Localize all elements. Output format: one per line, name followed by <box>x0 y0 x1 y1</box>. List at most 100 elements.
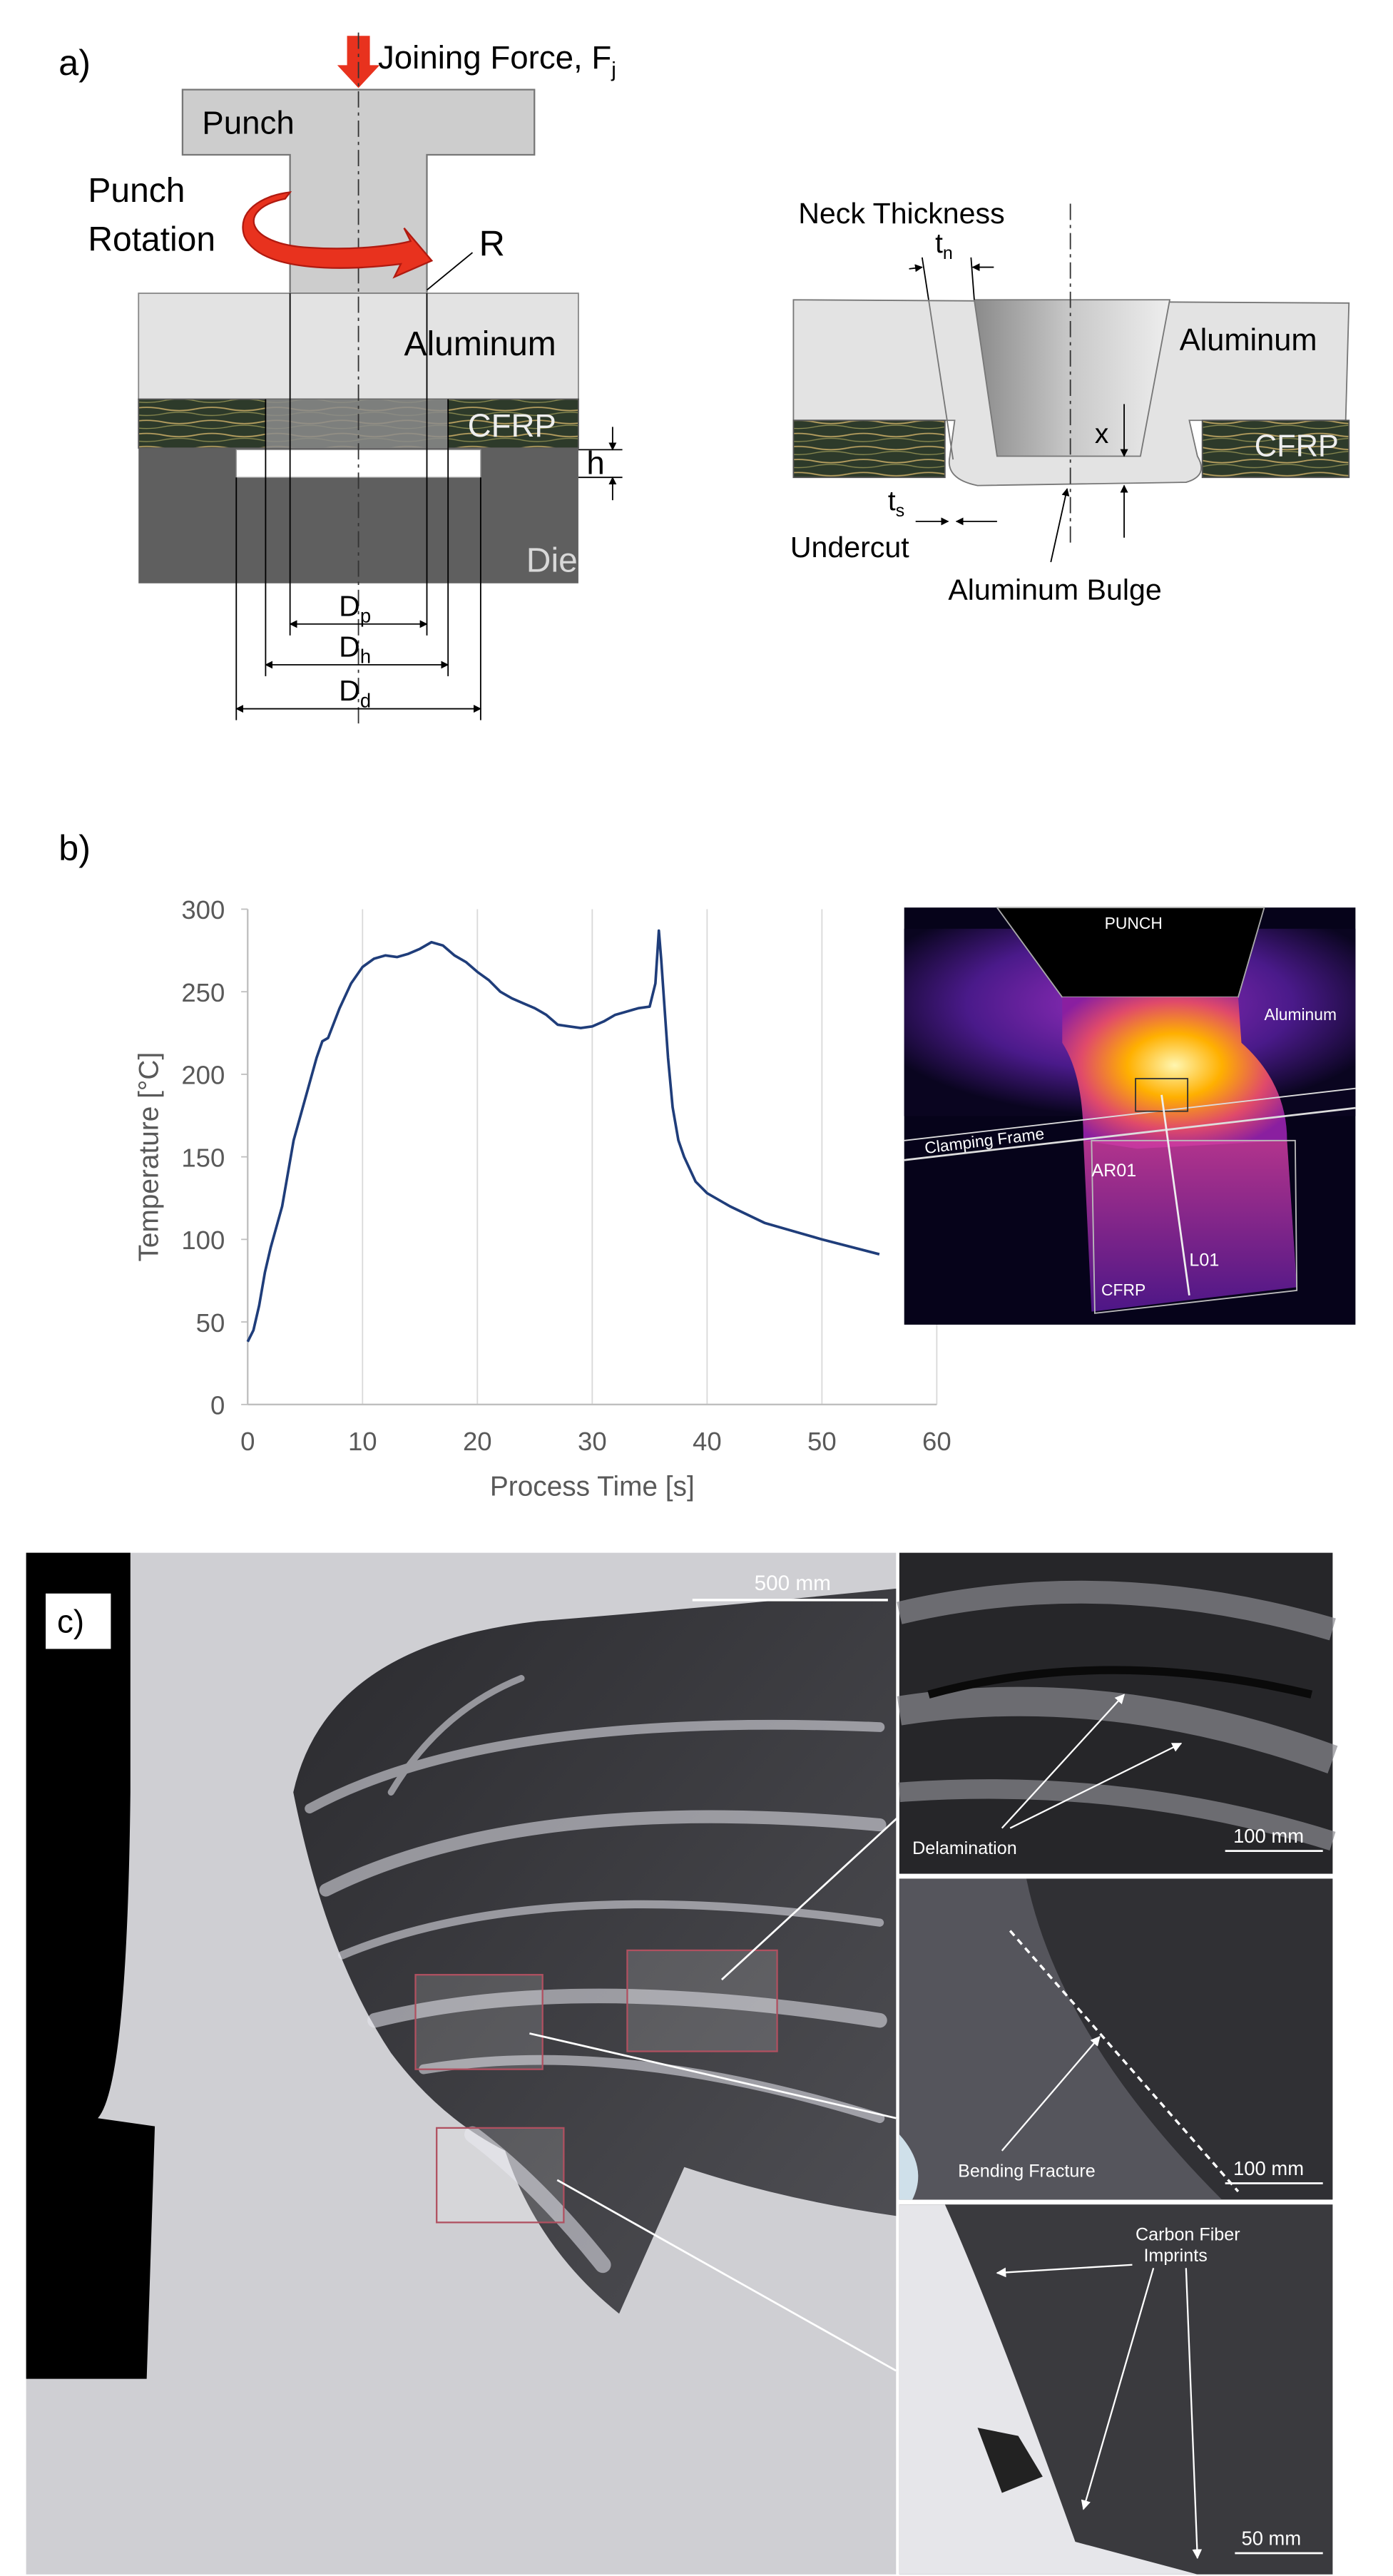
label: CFRP <box>1101 1281 1145 1299</box>
shape <box>928 300 954 460</box>
shape <box>1160 1094 1190 1295</box>
shape <box>977 2428 1043 2493</box>
label: Rotation <box>88 221 215 259</box>
shape <box>556 2179 897 2372</box>
shape <box>720 1788 929 1981</box>
panel-b: b) 0 10 20 30 40 50 60 0 50 100 150 200 250 300 Proces… <box>58 828 1356 1502</box>
x-axis-label: Process Time [s] <box>490 1472 695 1502</box>
label: Punch <box>88 172 185 210</box>
label: Aluminum <box>404 325 556 363</box>
x-tick-label: 50 <box>807 1427 837 1456</box>
shape: Joining Force, Fj <box>378 39 616 81</box>
shape <box>305 1719 885 1814</box>
shape <box>1091 1139 1298 1314</box>
shape: Dd <box>339 674 371 711</box>
shape <box>909 264 923 273</box>
label: Imprints <box>1143 2246 1207 2266</box>
shape <box>899 2204 1198 2575</box>
label: Neck Thickness <box>798 197 1004 230</box>
label-part: D <box>339 674 360 707</box>
shape <box>1062 997 1287 1149</box>
label: h <box>586 445 604 482</box>
label: CFRP <box>468 407 556 444</box>
shape <box>1083 1140 1297 1312</box>
x-tick-label: 40 <box>693 1427 722 1456</box>
shape <box>899 1878 1223 2200</box>
shape <box>921 257 929 300</box>
label: Aluminum <box>1180 323 1317 357</box>
label: Delamination <box>912 1838 1017 1858</box>
x-tick-label: 30 <box>578 1427 607 1456</box>
line-chart: 0 10 20 30 40 50 60 0 50 100 150 200 250 300 Process T… <box>134 895 951 1502</box>
shape <box>904 1087 1356 1141</box>
shape <box>1001 1694 1183 1829</box>
x-tick-label: 60 <box>922 1427 951 1456</box>
y-axis-label: Temperature [°C] <box>134 1052 165 1262</box>
panel-a: a) Joining Force, Fj Punch Aluminum CFRP… <box>58 32 1350 726</box>
shape <box>26 1552 155 2379</box>
y-tick-label: 250 <box>181 978 225 1007</box>
label: x <box>1095 419 1108 449</box>
shape <box>1201 419 1350 479</box>
label: Die <box>526 542 578 580</box>
label-part: j <box>611 58 616 81</box>
label: Bending Fracture <box>958 2161 1096 2181</box>
label: Aluminum Bulge <box>948 574 1161 606</box>
shape <box>1050 488 1070 563</box>
panel-c: 500 mm c) Delamination 100 mm Bending Fr… <box>26 1552 1338 2575</box>
shape <box>792 419 946 479</box>
y-tick-label: 100 <box>181 1226 225 1255</box>
label: Undercut <box>790 531 909 564</box>
label-part: s <box>896 501 905 521</box>
shape: Dp <box>339 589 371 626</box>
shape <box>414 1974 544 2070</box>
shape <box>387 1674 525 1796</box>
shape <box>464 2126 611 2274</box>
shape: ts <box>888 486 904 521</box>
shape: Dh <box>339 630 371 667</box>
y-tick-label: 150 <box>181 1143 225 1172</box>
shape <box>293 1588 897 2314</box>
shape <box>897 1580 1336 1641</box>
shape <box>265 399 449 449</box>
shape <box>973 299 1171 457</box>
label-part: h <box>360 646 371 668</box>
shape <box>899 2134 919 2200</box>
shape <box>242 191 434 279</box>
label-part: Joining Force, F <box>378 39 611 76</box>
shape <box>305 1674 887 2274</box>
shape <box>970 257 975 300</box>
y-tick-label: 50 <box>196 1308 225 1338</box>
label: b) <box>58 828 91 868</box>
x-tick-label: 0 <box>240 1427 255 1456</box>
shape <box>1001 2035 1101 2152</box>
shape <box>1081 2268 1155 2510</box>
shape <box>909 257 1128 563</box>
shape <box>1135 1078 1189 1112</box>
label: L01 <box>1189 1251 1219 1271</box>
shape <box>529 2032 897 2119</box>
shape <box>319 1810 887 1897</box>
label: Punch <box>202 104 294 141</box>
label: CFRP <box>1255 429 1339 464</box>
shape <box>1001 1694 1125 1829</box>
label: R <box>479 224 505 264</box>
label-part: d <box>360 689 371 711</box>
label: PUNCH <box>1105 914 1163 932</box>
shape <box>529 1788 929 2372</box>
label: c) <box>57 1604 84 1640</box>
label-part: n <box>943 243 953 263</box>
label: 500 mm <box>755 1572 831 1595</box>
label: 100 mm <box>1233 1825 1304 1847</box>
label-part: p <box>360 604 371 626</box>
shape <box>436 2127 565 2224</box>
label-part: D <box>339 630 360 663</box>
label: Aluminum <box>1264 1005 1337 1024</box>
y-tick-label: 300 <box>181 895 225 925</box>
x-tick-label: 10 <box>348 1427 377 1456</box>
shape <box>367 1988 887 2028</box>
shape: tn <box>935 228 953 263</box>
